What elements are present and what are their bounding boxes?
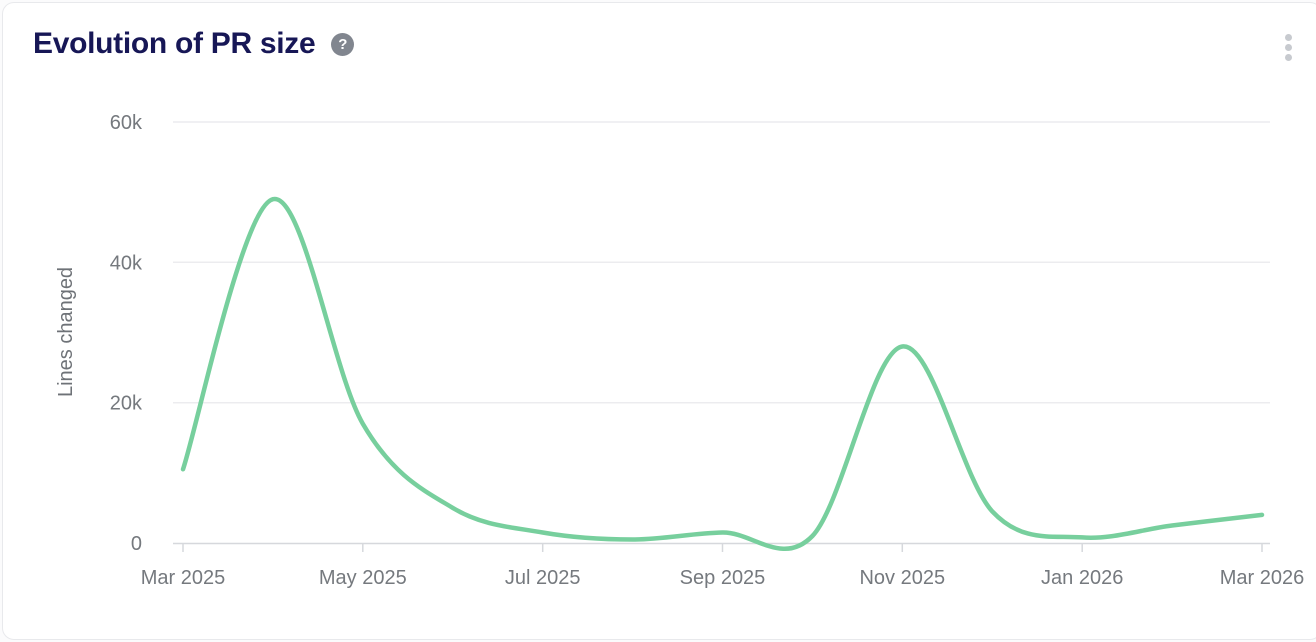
kebab-dot-icon: [1284, 53, 1292, 61]
help-icon[interactable]: ?: [331, 33, 355, 56]
kebab-dot-icon: [1284, 33, 1292, 41]
lines-changed-series-line[interactable]: [180, 196, 1265, 551]
x-axis-tick-label: Jul 2025: [505, 567, 581, 589]
x-axis-tick-label: Jan 2026: [1041, 567, 1123, 589]
y-axis-tick-label: 20k: [110, 393, 143, 415]
card-header: Evolution of PR size ?: [33, 26, 355, 62]
more-options-button[interactable]: [1276, 30, 1300, 64]
y-axis-tick-label: 40k: [110, 252, 143, 274]
chart-title: Evolution of PR size: [33, 27, 316, 60]
y-axis-title: Lines changed: [55, 267, 77, 397]
question-mark-glyph: ?: [338, 36, 348, 53]
x-axis-tick-label: May 2025: [319, 567, 407, 589]
y-axis-tick-label: 0: [131, 533, 142, 555]
kebab-dot-icon: [1284, 43, 1292, 51]
x-axis-tick-label: Nov 2025: [859, 567, 945, 589]
x-axis-tick-label: Mar 2026: [1220, 567, 1305, 589]
y-axis-tick-label: 60k: [110, 112, 143, 134]
x-axis-tick-label: Mar 2025: [141, 567, 226, 589]
x-axis-tick-label: Sep 2025: [680, 567, 766, 589]
